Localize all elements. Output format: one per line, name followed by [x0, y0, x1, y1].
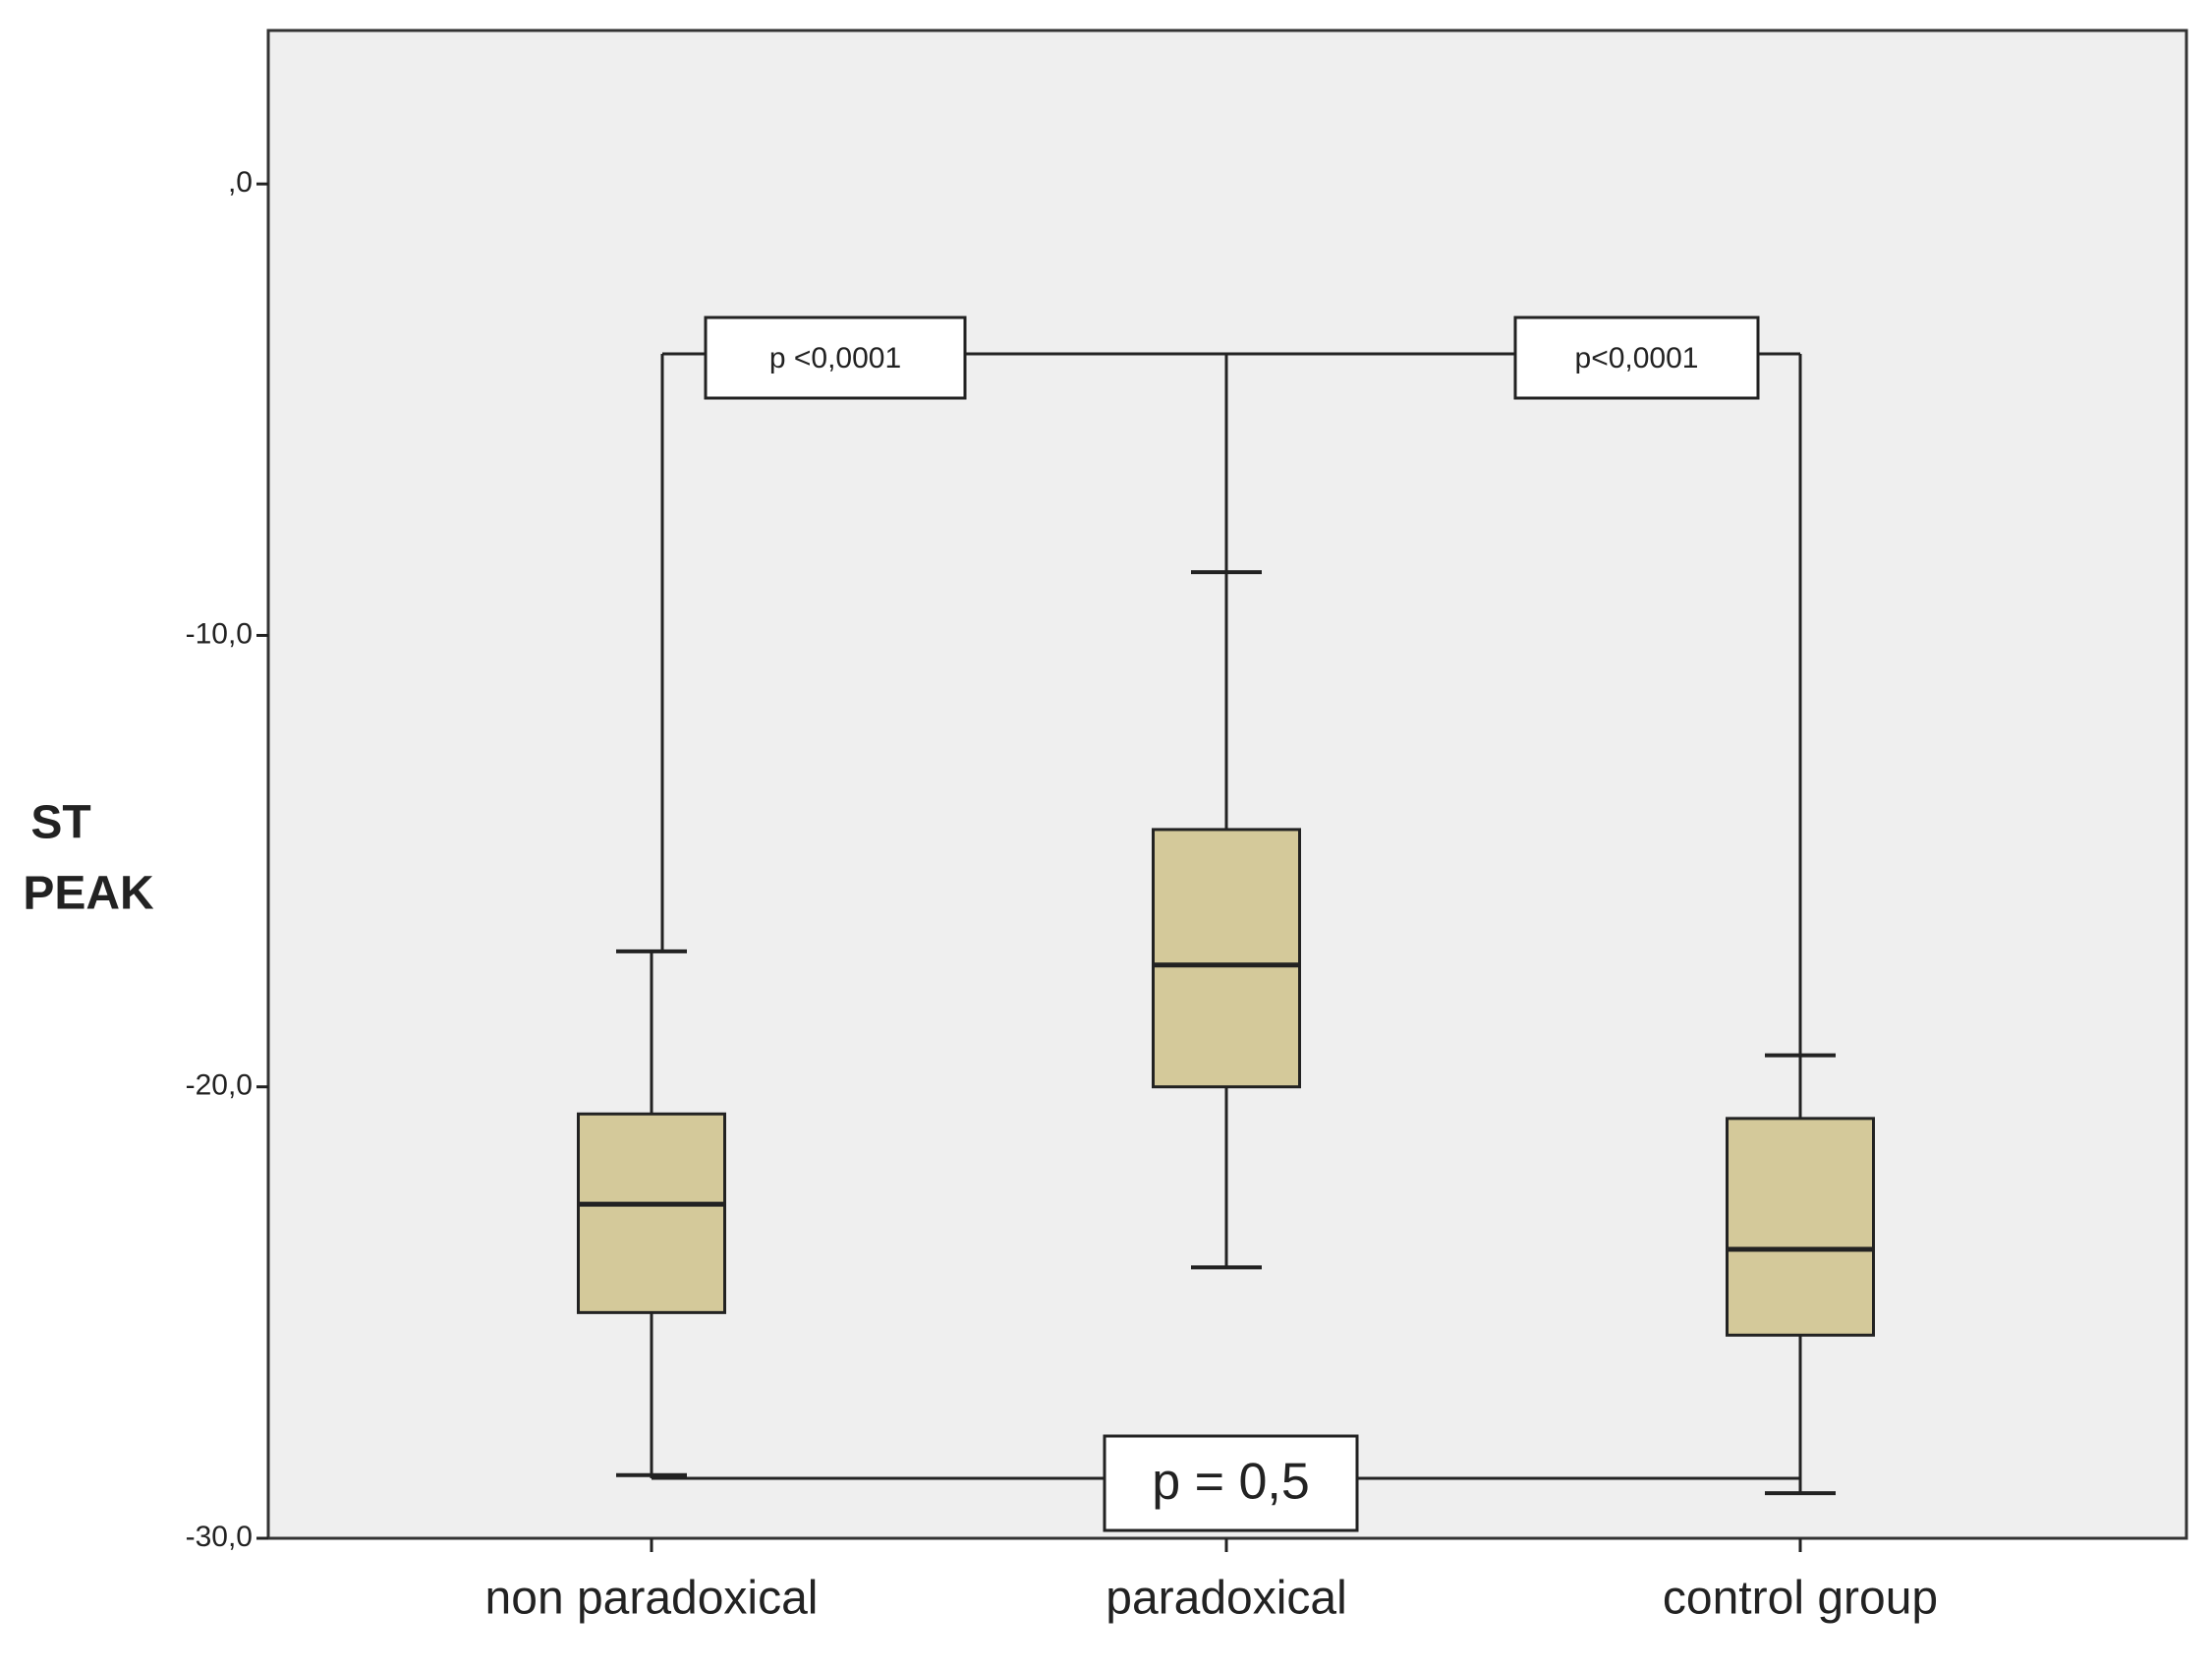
- annotation: p = 0,5: [1152, 1454, 1309, 1511]
- y-tick-label: -10,0: [186, 617, 253, 650]
- y-axis-label: ST: [30, 797, 90, 849]
- x-tick-label: non paradoxical: [485, 1573, 819, 1625]
- annotation-box: [1103, 1434, 1359, 1532]
- box: [1726, 1117, 1875, 1337]
- annotation-box: [1513, 316, 1760, 400]
- annotation: p<0,0001: [1575, 342, 1699, 374]
- y-tick-label: ,0: [228, 166, 253, 199]
- x-tick-label: control group: [1663, 1573, 1938, 1625]
- box: [1152, 828, 1301, 1089]
- y-tick-label: -20,0: [186, 1069, 253, 1102]
- annotation-box: [704, 316, 967, 400]
- box: [577, 1112, 726, 1314]
- annotation: p <0,0001: [769, 342, 901, 374]
- y-axis-label: PEAK: [23, 868, 154, 920]
- y-tick-label: -30,0: [186, 1521, 253, 1553]
- x-tick-label: paradoxical: [1106, 1573, 1346, 1625]
